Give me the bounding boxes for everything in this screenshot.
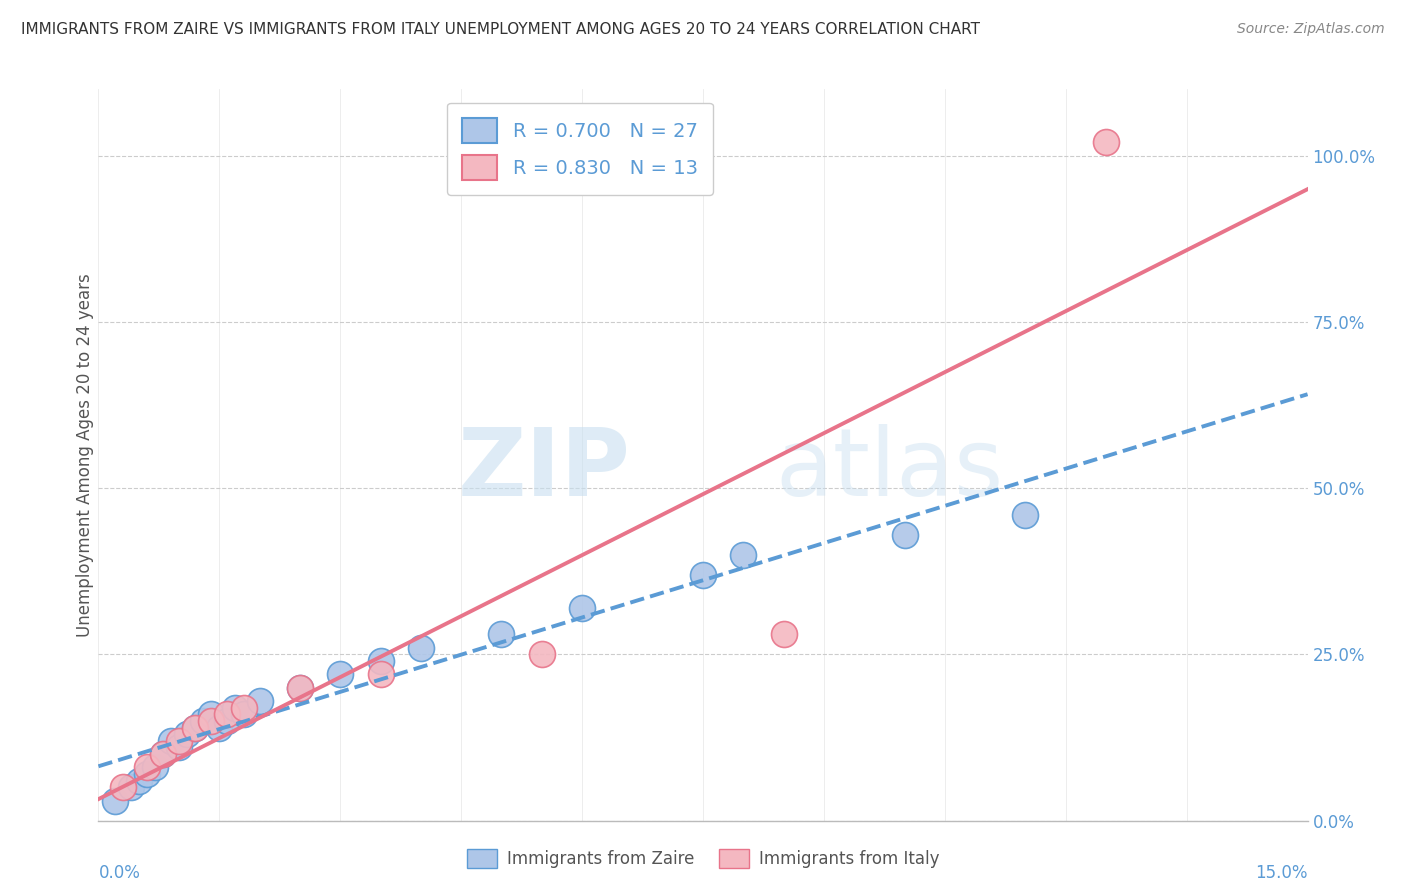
Point	[120, 780, 142, 795]
Legend: Immigrants from Zaire, Immigrants from Italy: Immigrants from Zaire, Immigrants from I…	[460, 842, 946, 875]
Point	[200, 714, 222, 728]
Point	[224, 700, 246, 714]
Text: 15.0%: 15.0%	[1256, 863, 1308, 882]
Point	[111, 780, 134, 795]
Point	[217, 707, 239, 722]
Text: ZIP: ZIP	[457, 424, 630, 516]
Point	[288, 681, 311, 695]
Point	[184, 721, 207, 735]
Text: atlas: atlas	[776, 424, 1004, 516]
Point	[370, 667, 392, 681]
Point	[491, 627, 513, 641]
Point	[692, 567, 714, 582]
Point	[733, 548, 755, 562]
Point	[772, 627, 794, 641]
Text: 0.0%: 0.0%	[98, 863, 141, 882]
Point	[893, 527, 915, 541]
Point	[143, 760, 166, 774]
Point	[409, 640, 432, 655]
Y-axis label: Unemployment Among Ages 20 to 24 years: Unemployment Among Ages 20 to 24 years	[76, 273, 94, 637]
Point	[128, 773, 150, 788]
Point	[200, 707, 222, 722]
Point	[370, 654, 392, 668]
Point	[135, 767, 157, 781]
Legend: R = 0.700   N = 27, R = 0.830   N = 13: R = 0.700 N = 27, R = 0.830 N = 13	[447, 103, 713, 195]
Point	[167, 740, 190, 755]
Point	[208, 721, 231, 735]
Point	[232, 707, 254, 722]
Point	[249, 694, 271, 708]
Point	[571, 600, 593, 615]
Point	[1095, 136, 1118, 150]
Point	[232, 700, 254, 714]
Point	[167, 734, 190, 748]
Point	[152, 747, 174, 761]
Point	[288, 681, 311, 695]
Text: IMMIGRANTS FROM ZAIRE VS IMMIGRANTS FROM ITALY UNEMPLOYMENT AMONG AGES 20 TO 24 : IMMIGRANTS FROM ZAIRE VS IMMIGRANTS FROM…	[21, 22, 980, 37]
Point	[1014, 508, 1036, 522]
Point	[193, 714, 215, 728]
Point	[103, 794, 125, 808]
Point	[135, 760, 157, 774]
Point	[329, 667, 352, 681]
Point	[152, 747, 174, 761]
Point	[530, 648, 553, 662]
Point	[217, 714, 239, 728]
Point	[184, 721, 207, 735]
Point	[160, 734, 183, 748]
Point	[176, 727, 198, 741]
Text: Source: ZipAtlas.com: Source: ZipAtlas.com	[1237, 22, 1385, 37]
